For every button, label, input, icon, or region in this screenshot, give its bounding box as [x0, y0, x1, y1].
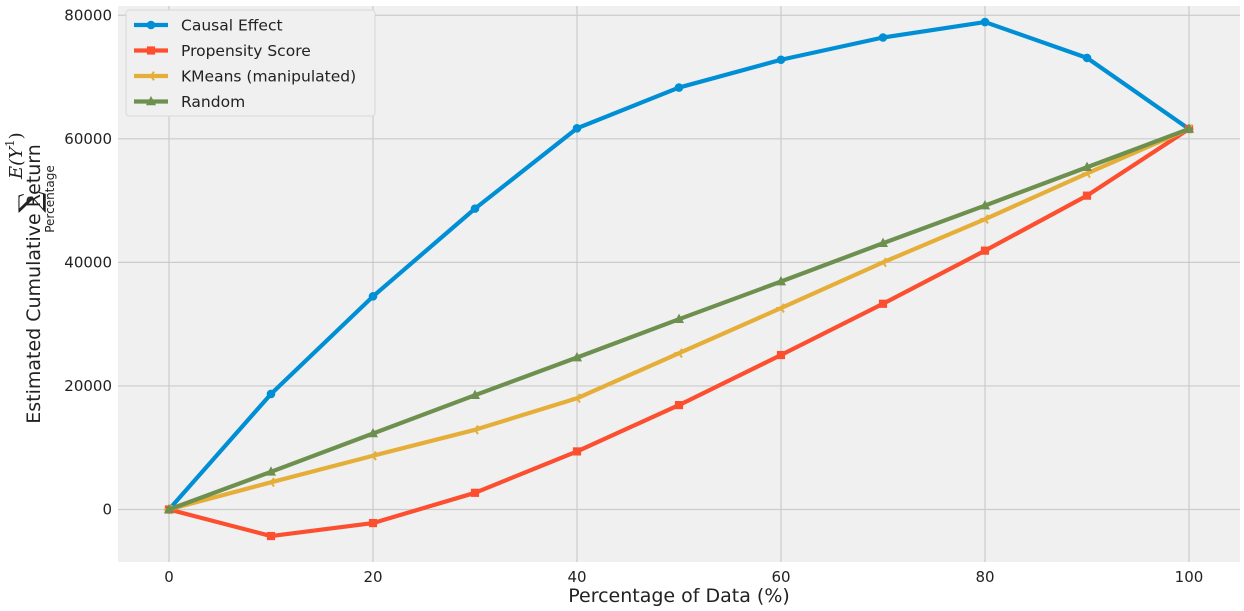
series-causal-effect: [164, 17, 1194, 514]
x-tick-label: 100: [1175, 568, 1204, 586]
data-point: [1082, 191, 1092, 200]
legend-item: Causal Effect: [134, 17, 283, 35]
legend-label: KMeans (manipulated): [181, 68, 356, 86]
data-point: [470, 488, 480, 497]
data-point: [878, 299, 888, 308]
data-point: [674, 400, 684, 410]
legend-marker: [146, 71, 155, 81]
data-point: [980, 214, 989, 225]
y-tick-label: 20000: [64, 377, 112, 395]
x-tick-label: 20: [363, 568, 382, 586]
y-axis-sum-symbol: ∑: [13, 191, 48, 213]
data-point: [877, 237, 889, 248]
data-point: [1081, 161, 1093, 172]
data-point: [266, 477, 275, 488]
data-point: [266, 389, 276, 399]
y-axis-expectation: E(Y: [6, 145, 27, 180]
x-tick-label: 80: [975, 568, 994, 586]
legend-item: KMeans (manipulated): [134, 68, 356, 86]
data-point: [979, 199, 991, 210]
x-axis-label: Percentage of Data (%): [568, 585, 790, 607]
data-point: [470, 424, 479, 435]
legend-marker: [145, 95, 157, 106]
data-point: [470, 204, 480, 213]
data-point: [776, 350, 786, 360]
data-point: [266, 531, 276, 541]
data-point: [368, 450, 377, 461]
data-point: [878, 33, 888, 42]
data-point: [368, 518, 378, 528]
tick-labels: 0 20 40 60 80 100 0 20000 40000 60000 80000: [64, 6, 1203, 586]
data-point: [163, 503, 175, 514]
data-point: [674, 348, 683, 359]
data-point: [776, 303, 785, 313]
legend-box: [125, 9, 376, 117]
legend-marker: [146, 20, 156, 30]
data-point: [776, 55, 786, 65]
data-point: [674, 83, 684, 92]
data-point: [572, 447, 582, 456]
series-random: [163, 123, 1195, 514]
data-point: [368, 292, 378, 301]
x-tick-label: 60: [771, 568, 790, 586]
legend-label: Causal Effect: [181, 17, 283, 35]
grid: [118, 6, 1240, 562]
data-point: [878, 257, 887, 268]
x-tick-label: 40: [567, 568, 586, 586]
y-axis-superscript: 1: [3, 139, 17, 147]
legend-item: Propensity Score: [134, 42, 311, 60]
y-axis-label: Estimated Cumulative Return ∑ Percentage…: [3, 132, 57, 424]
legend-marker: [146, 46, 156, 55]
data-point: [980, 17, 990, 27]
y-axis-label-main: Estimated Cumulative Return: [23, 144, 45, 424]
y-tick-label: 0: [102, 500, 112, 518]
y-tick-label: 60000: [64, 130, 112, 148]
data-point: [571, 351, 583, 362]
legend-item: Random: [134, 93, 245, 111]
data-point: [673, 313, 685, 324]
data-point: [1082, 53, 1092, 63]
legend: Causal Effect Propensity Score KMeans (man…: [125, 9, 376, 117]
y-tick-label: 40000: [64, 253, 112, 271]
y-tick-label: 80000: [64, 6, 112, 24]
data-point: [1183, 123, 1195, 133]
data-point: [469, 389, 481, 399]
y-axis-close-paren: ): [6, 132, 27, 139]
legend-label: Propensity Score: [181, 42, 311, 60]
data-point: [572, 124, 582, 133]
data-point: [980, 246, 990, 255]
series-layer: [163, 17, 1195, 541]
y-axis-sum-subscript: Percentage: [43, 165, 57, 233]
data-point: [572, 393, 581, 404]
legend-label: Random: [181, 93, 245, 111]
series-kmeans-manipulated: [164, 124, 1193, 515]
data-point: [265, 466, 277, 476]
x-tick-label: 0: [164, 568, 174, 586]
data-point: [775, 275, 787, 286]
svg-text:Estimated Cumulative Return: Estimated Cumulative Return: [23, 144, 45, 424]
data-point: [367, 427, 379, 438]
svg-text:E(Y1): E(Y1): [3, 132, 27, 180]
